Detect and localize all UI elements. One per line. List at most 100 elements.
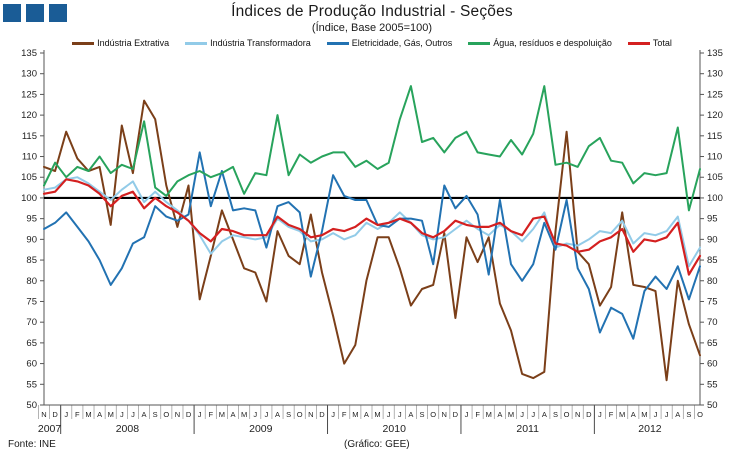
legend-label-3: Água, resíduos e despoluição: [493, 38, 612, 48]
month-label: J: [198, 410, 202, 419]
y-tick-label-left: 135: [21, 48, 37, 59]
y-tick-label-left: 80: [26, 276, 37, 287]
y-tick-label-right: 105: [707, 172, 723, 183]
y-tick-label-left: 60: [26, 359, 37, 370]
year-label: 2007: [38, 423, 62, 435]
month-label: J: [331, 410, 335, 419]
y-tick-label-left: 110: [22, 152, 37, 163]
y-tick-label-left: 120: [21, 110, 37, 121]
logo: [3, 4, 67, 22]
chart-title: Índices de Produção Industrial - Seções: [231, 3, 513, 20]
month-label: A: [97, 410, 102, 419]
month-label: S: [153, 410, 158, 419]
month-label: D: [319, 410, 325, 419]
month-label: M: [108, 410, 114, 419]
y-tick-label-left: 100: [21, 193, 37, 204]
chart-subtitle: (Índice, Base 2005=100): [311, 22, 433, 34]
month-label: F: [475, 410, 480, 419]
y-tick-label-left: 115: [22, 131, 37, 142]
month-label: A: [542, 410, 547, 419]
y-tick-label-left: 125: [21, 89, 37, 100]
y-tick-label-left: 65: [26, 338, 37, 349]
month-label: S: [286, 410, 291, 419]
legend-label-0: Indústria Extrativa: [97, 38, 170, 48]
month-label: J: [531, 410, 535, 419]
month-label: J: [387, 410, 391, 419]
y-tick-label-left: 55: [26, 379, 37, 390]
month-label: A: [231, 410, 236, 419]
year-label: 2008: [116, 423, 140, 435]
series-line-0: [43, 99, 701, 382]
month-label: J: [465, 410, 469, 419]
y-tick-label-right: 120: [707, 110, 723, 121]
legend-label-4: Total: [652, 38, 672, 48]
y-tick-label-left: 105: [21, 172, 37, 183]
month-label: M: [374, 410, 380, 419]
y-tick-label-right: 110: [707, 152, 722, 163]
legend-item-4: Total: [627, 38, 672, 48]
month-label: O: [430, 410, 436, 419]
month-label: M: [508, 410, 514, 419]
month-label: O: [297, 410, 303, 419]
month-label: J: [654, 410, 658, 419]
footer-credit-label: (Gráfico: GEE): [344, 439, 410, 450]
month-label: A: [142, 410, 147, 419]
legend-swatch-3: [468, 41, 491, 45]
series-line-2: [43, 151, 701, 340]
month-label: S: [553, 410, 558, 419]
month-label: D: [453, 410, 459, 419]
legend-item-1: Indústria Transformadora: [185, 38, 311, 48]
month-label: O: [163, 410, 169, 419]
year-label: 2010: [383, 423, 407, 435]
legend-item-2: Eletricidade, Gás, Outros: [326, 38, 452, 48]
month-label: J: [665, 410, 669, 419]
year-label: 2011: [516, 423, 539, 435]
month-label: M: [641, 410, 647, 419]
y-tick-label-left: 85: [26, 255, 37, 266]
y-tick-label-right: 70: [707, 317, 718, 328]
month-label: A: [675, 410, 680, 419]
month-label: A: [364, 410, 369, 419]
y-tick-label-left: 75: [26, 296, 37, 307]
month-label: A: [275, 410, 280, 419]
month-label: F: [75, 410, 80, 419]
y-tick-label-right: 75: [707, 296, 718, 307]
y-tick-label-right: 130: [707, 69, 723, 80]
month-label: F: [342, 410, 347, 419]
legend-swatch-0: [72, 41, 95, 45]
month-label: D: [52, 410, 58, 419]
month-label: A: [497, 410, 502, 419]
month-label: J: [598, 410, 602, 419]
y-tick-label-left: 95: [26, 214, 37, 225]
legend-swatch-1: [185, 41, 208, 45]
y-tick-label-right: 115: [707, 131, 722, 142]
month-label: D: [186, 410, 192, 419]
y-tick-label-right: 95: [707, 214, 718, 225]
footer-source-label: Fonte: INE: [8, 439, 56, 450]
month-label: D: [586, 410, 592, 419]
y-tick-label-right: 65: [707, 338, 718, 349]
month-label: S: [420, 410, 425, 419]
month-label: S: [686, 410, 691, 419]
month-label: O: [564, 410, 570, 419]
month-label: M: [619, 410, 625, 419]
year-label: 2009: [249, 423, 273, 435]
month-label: N: [41, 410, 46, 419]
y-tick-label-left: 130: [21, 69, 37, 80]
month-label: J: [131, 410, 135, 419]
month-label: A: [631, 410, 636, 419]
legend-swatch-2: [326, 41, 349, 45]
month-label: F: [609, 410, 614, 419]
month-label: A: [408, 410, 413, 419]
series-line-1: [43, 176, 701, 268]
series-line-3: [43, 85, 701, 212]
month-label: O: [697, 410, 703, 419]
logo-square-1: [3, 4, 21, 22]
y-tick-label-left: 70: [26, 317, 37, 328]
month-label: M: [241, 410, 247, 419]
month-label: N: [442, 410, 447, 419]
legend-item-0: Indústria Extrativa: [72, 38, 169, 48]
y-tick-label-right: 80: [707, 276, 718, 287]
month-label: J: [64, 410, 68, 419]
